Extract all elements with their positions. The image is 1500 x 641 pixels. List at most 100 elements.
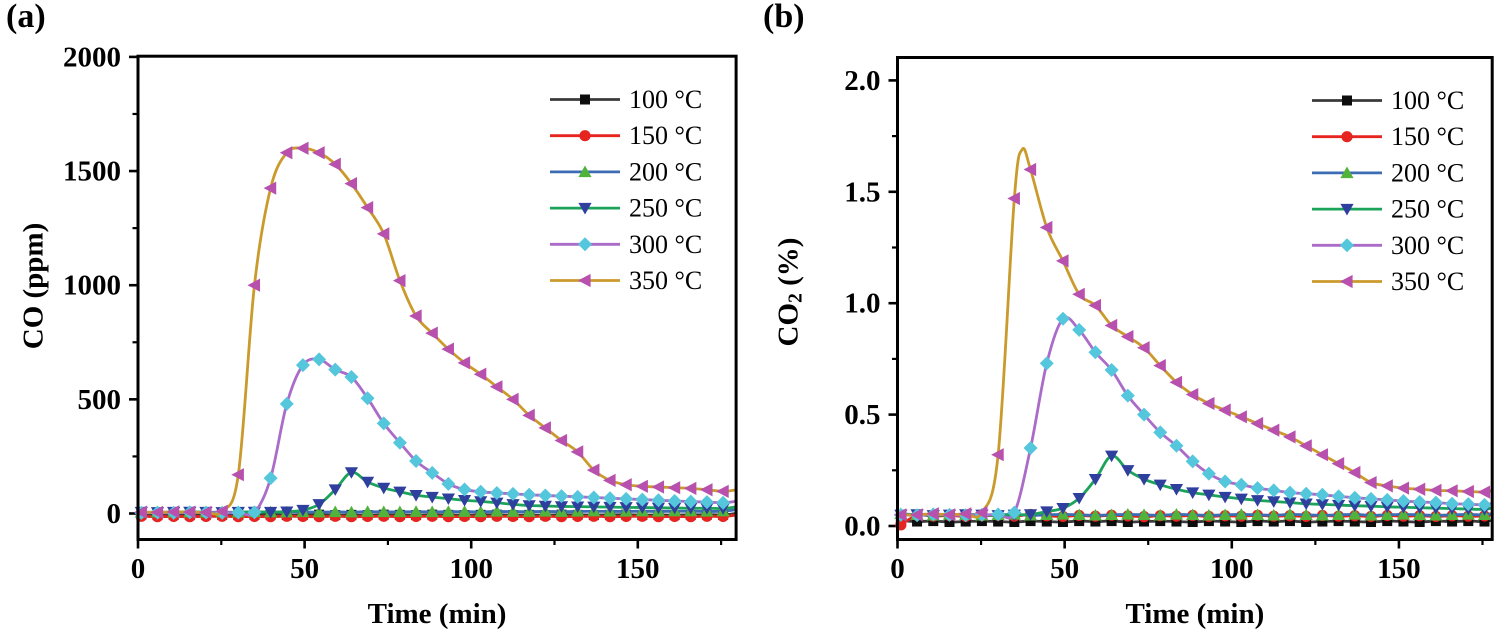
series-350c-marker: [1461, 484, 1474, 499]
series-300c-marker: [1218, 474, 1233, 489]
y-tick-label: 1000: [63, 270, 121, 302]
series-250c-marker: [328, 484, 342, 496]
legend-label: 200 °C: [1391, 158, 1464, 187]
series-350c-marker: [392, 274, 406, 288]
series-200c-marker: [1429, 508, 1443, 521]
legend-marker-sample: [578, 165, 592, 178]
series-250c-marker: [457, 495, 472, 507]
series-200c-marker: [1121, 508, 1135, 520]
series-300c-marker: [991, 507, 1006, 522]
series-100c-marker: [1041, 516, 1052, 527]
y-tick-label: 1500: [63, 156, 121, 188]
series-300c-marker: [1250, 481, 1265, 496]
series-250c-marker: [684, 503, 698, 515]
series-100c-marker: [1009, 516, 1020, 527]
legend-entry-350c: 350 °C: [1312, 267, 1464, 296]
series-300c-marker: [1023, 441, 1038, 456]
x-tick-label: 50: [290, 553, 319, 585]
y-tick-label: 1.0: [844, 288, 880, 320]
series-250c-marker: [1283, 497, 1297, 510]
series-250c-marker: [264, 506, 278, 519]
series-350c-marker: [312, 146, 325, 160]
series-300c-marker: [570, 489, 585, 504]
series-100c-marker: [1106, 516, 1117, 527]
y-tick-label: 500: [78, 384, 122, 416]
series-250c-marker: [522, 500, 536, 512]
series-200c-marker: [1202, 508, 1216, 521]
panel-b-axes: 0 50 100 150 0.0 0.5 1.0 1.5 2.0: [844, 65, 1484, 585]
legend-entry-100c: 100 °C: [1312, 86, 1464, 115]
series-350c-marker: [699, 483, 713, 497]
legend-marker-sample: [1340, 166, 1354, 179]
series-250c-marker: [312, 499, 326, 511]
series-250c-marker: [1331, 499, 1346, 512]
series-350c-marker: [247, 278, 261, 292]
series-200c-marker: [441, 505, 455, 517]
series-200c-marker: [474, 505, 488, 518]
legend-label: 150 °C: [629, 121, 702, 150]
series-350c-marker: [1153, 358, 1166, 373]
series-350c-marker: [489, 380, 503, 394]
series-300c-marker: [376, 416, 391, 431]
series-350c-marker: [586, 463, 600, 477]
series-200c-marker: [312, 505, 326, 518]
series-250c-marker: [1169, 484, 1184, 496]
series-200c-marker: [490, 505, 504, 517]
legend-marker-sample: [1340, 203, 1354, 216]
series-300c-marker: [1364, 491, 1379, 506]
panel-a-x-axis-title: Time (min): [368, 598, 507, 630]
series-350c-marker: [1169, 375, 1183, 389]
series-350c-marker: [1347, 465, 1361, 480]
series-200c-marker: [1169, 508, 1184, 520]
series-100c-marker: [1220, 516, 1231, 527]
series-200c-marker: [1315, 508, 1329, 521]
y-tick-label: 1.5: [844, 176, 880, 208]
series-200c-marker: [425, 505, 439, 518]
series-350c-marker: [441, 342, 454, 356]
series-250c-marker: [1072, 492, 1086, 505]
series-300c-marker: [344, 369, 359, 384]
series-200c-marker: [1364, 508, 1378, 521]
legend-marker-sample: [578, 202, 592, 215]
series-200c-marker: [1088, 508, 1102, 521]
series-300c-marker: [1104, 363, 1119, 378]
series-200c-marker: [1283, 508, 1297, 520]
series-300c-marker: [1088, 345, 1103, 360]
series-350c-marker: [1364, 475, 1377, 490]
y-tick-label: 2.0: [844, 65, 880, 97]
panel-b: (b) 0 50 100 150 0.0 0.5 1.0 1.5 2.0 Time (min) CO2…: [763, 0, 1494, 630]
series-200c-marker: [377, 505, 391, 518]
legend-label: 100 °C: [629, 85, 702, 114]
legend-entry-100c: 100 °C: [550, 85, 702, 114]
series-250c-marker: [1380, 501, 1394, 514]
series-350c-marker: [1007, 191, 1020, 206]
series-300c-marker: [457, 482, 472, 497]
series-300c-marker: [1380, 492, 1395, 507]
series-100c-marker: [1317, 516, 1328, 527]
series-350c-marker: [1088, 298, 1101, 313]
series-350c-marker: [1137, 341, 1150, 355]
series-350c-marker: [570, 445, 584, 459]
series-300c-marker: [489, 485, 504, 500]
series-300c-marker: [409, 453, 424, 468]
x-tick-label: 100: [1210, 553, 1254, 585]
legend-label: 100 °C: [1391, 86, 1464, 115]
series-250c-marker: [1218, 491, 1232, 504]
series-350c-marker: [974, 506, 988, 520]
series-250c-marker: [1234, 493, 1248, 506]
y-tick-label: 0: [107, 498, 122, 530]
series-300c-marker: [1234, 477, 1249, 492]
series-350c-marker: [651, 480, 665, 494]
series-250c-marker: [587, 501, 601, 514]
series-300c-marker: [1347, 490, 1362, 505]
series-250c-marker: [1250, 495, 1265, 507]
series-300c-marker: [1331, 489, 1346, 504]
series-300c-marker: [1185, 454, 1200, 469]
series-350c-marker: [279, 146, 293, 160]
series-300c-marker: [1072, 322, 1087, 337]
series-200c-marker: [1331, 508, 1346, 521]
legend-marker-sample: [580, 94, 590, 105]
series-350c-marker: [1055, 254, 1069, 268]
series-300c-marker: [1315, 487, 1330, 502]
series-300c-marker: [263, 471, 278, 486]
